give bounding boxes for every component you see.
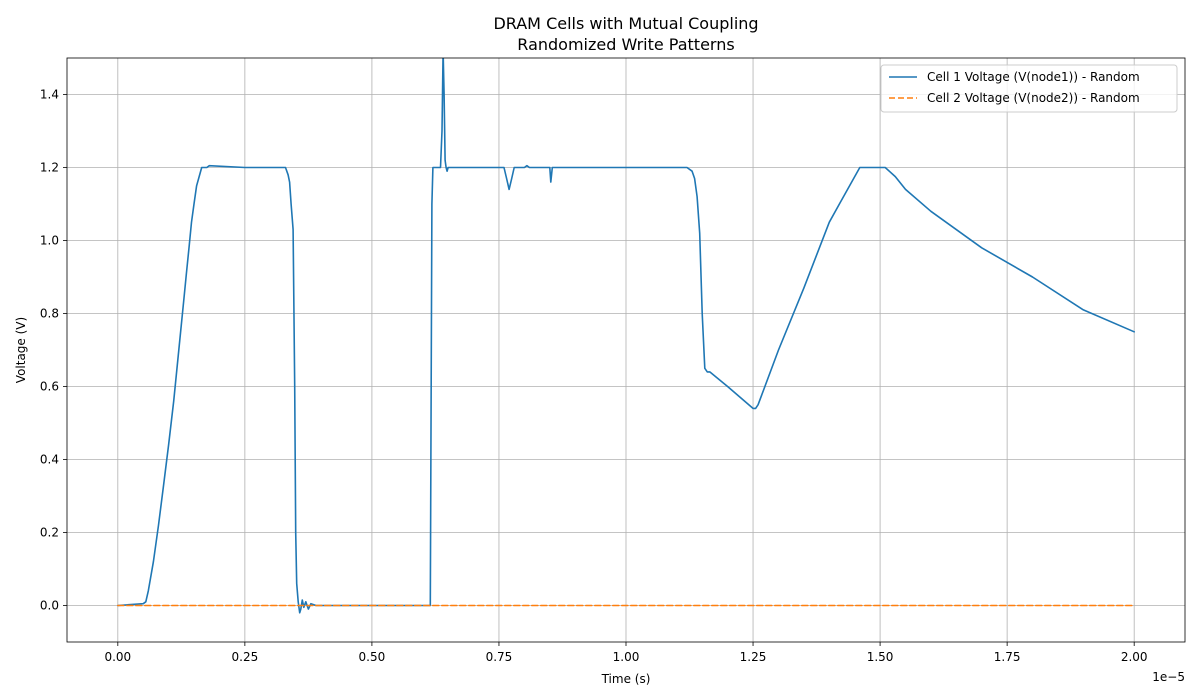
y-tick-label: 0.2 [40,526,59,540]
series-line-cell1 [117,58,1135,614]
y-tick-label: 1.0 [40,234,59,248]
x-tick-label: 0.25 [232,650,259,664]
x-tick-label: 1.25 [740,650,767,664]
y-tick-label: 0.4 [40,453,59,467]
y-tick-label: 0.0 [40,599,59,613]
x-axis-label: Time (s) [601,672,651,686]
y-axis-label: Voltage (V) [14,317,28,383]
y-tick-label: 1.4 [40,88,59,102]
series-layer [117,58,1135,614]
legend-label-cell2: Cell 2 Voltage (V(node2)) - Random [927,91,1140,105]
x-tick-label: 1.50 [867,650,894,664]
x-tick-label: 1.75 [994,650,1021,664]
chart-title: DRAM Cells with Mutual Coupling [493,14,758,33]
x-tick-label: 0.75 [486,650,513,664]
x-tick-label: 0.50 [359,650,386,664]
y-tick-label: 0.8 [40,307,59,321]
chart-subtitle: Randomized Write Patterns [517,35,734,54]
y-tick-label: 1.2 [40,161,59,175]
x-offset-label: 1e−5 [1152,670,1185,684]
x-tick-label: 2.00 [1121,650,1148,664]
legend-box [880,64,1178,113]
y-tick-label: 0.6 [40,380,59,394]
legend: Cell 1 Voltage (V(node1)) - Random Cell … [880,64,1178,113]
legend-label-cell1: Cell 1 Voltage (V(node1)) - Random [927,70,1140,84]
ticks: 0.00 0.25 0.50 0.75 1.00 1.25 1.50 1.75 2.00 0.0 0… [40,88,1148,665]
x-tick-label: 1.00 [613,650,640,664]
plot-frame [66,57,1186,643]
x-tick-label: 0.00 [104,650,131,664]
